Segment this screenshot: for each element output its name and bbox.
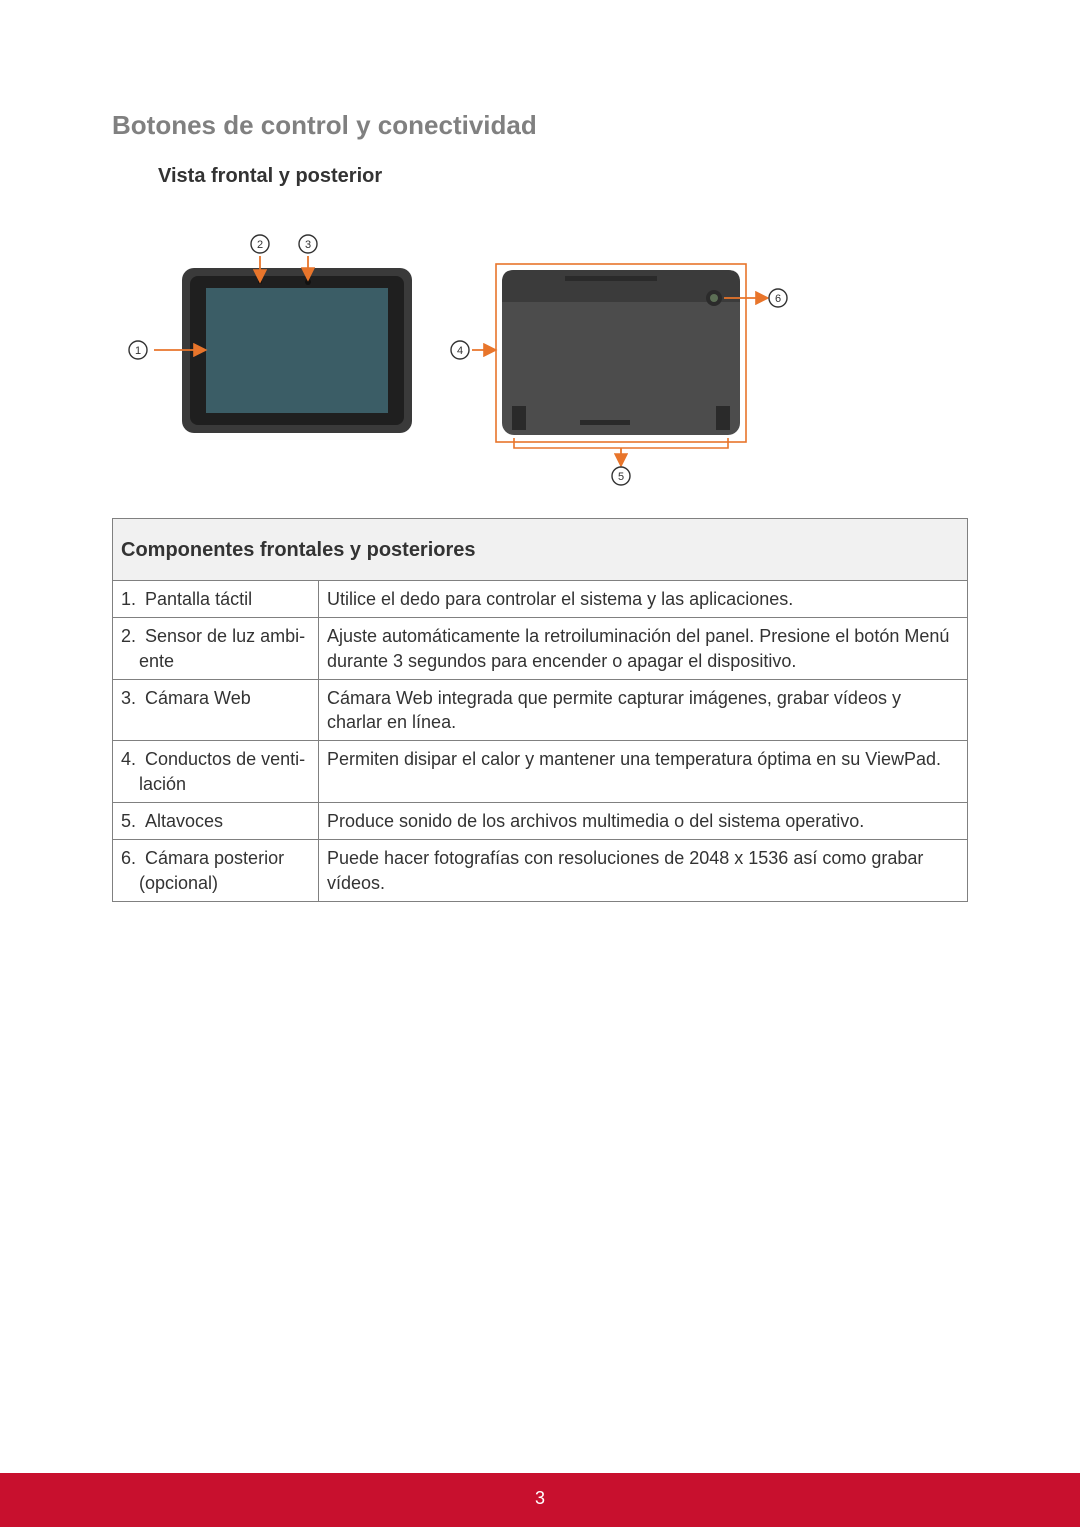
table-header: Componentes frontales y posteriores: [113, 519, 968, 581]
table-row: 6. Cámara posterior(opcional)Puede hacer…: [113, 840, 968, 902]
component-desc-cell: Permiten disipar el calor y mantener una…: [319, 741, 968, 803]
component-name-cell: 4. Conductos de venti-lación: [113, 741, 319, 803]
component-name-cell: 2. Sensor de luz ambi-ente: [113, 618, 319, 680]
callout-5: 5: [612, 448, 630, 485]
section-title: Botones de control y conectividad: [112, 110, 968, 141]
table-header-row: Componentes frontales y posteriores: [113, 519, 968, 581]
subsection-title: Vista frontal y posterior: [158, 165, 968, 188]
component-name-cell: 5. Altavoces: [113, 803, 319, 840]
tablet-front-icon: [182, 268, 412, 433]
device-diagram: 1 2 3: [112, 208, 968, 488]
speaker-bracket: [514, 438, 728, 448]
table-row: 5. AltavocesProduce sonido de los archiv…: [113, 803, 968, 840]
page-number: 3: [535, 1488, 545, 1508]
svg-text:3: 3: [305, 239, 311, 251]
svg-text:4: 4: [457, 345, 463, 357]
component-desc-cell: Utilice el dedo para controlar el sistem…: [319, 581, 968, 618]
table-row: 4. Conductos de venti-laciónPermiten dis…: [113, 741, 968, 803]
callout-4: 4: [451, 341, 494, 359]
table-row: 1. Pantalla táctilUtilice el dedo para c…: [113, 581, 968, 618]
component-desc-cell: Ajuste automáticamente la retroiluminaci…: [319, 618, 968, 680]
table-row: 3. Cámara WebCámara Web integrada que pe…: [113, 679, 968, 741]
svg-text:6: 6: [775, 293, 781, 305]
component-desc-cell: Puede hacer fotografías con resoluciones…: [319, 840, 968, 902]
components-table: Componentes frontales y posteriores 1. P…: [112, 518, 968, 902]
component-name-cell: 1. Pantalla táctil: [113, 581, 319, 618]
table-row: 2. Sensor de luz ambi-enteAjuste automát…: [113, 618, 968, 680]
svg-text:1: 1: [135, 345, 141, 357]
svg-text:5: 5: [618, 471, 624, 483]
component-desc-cell: Cámara Web integrada que permite captura…: [319, 679, 968, 741]
component-desc-cell: Produce sonido de los archivos multimedi…: [319, 803, 968, 840]
tablet-back-icon: [502, 270, 740, 435]
component-name-cell: 3. Cámara Web: [113, 679, 319, 741]
component-name-cell: 6. Cámara posterior(opcional): [113, 840, 319, 902]
svg-text:2: 2: [257, 239, 263, 251]
manual-page: Botones de control y conectividad Vista …: [0, 0, 1080, 1527]
page-footer: 3: [0, 1473, 1080, 1527]
